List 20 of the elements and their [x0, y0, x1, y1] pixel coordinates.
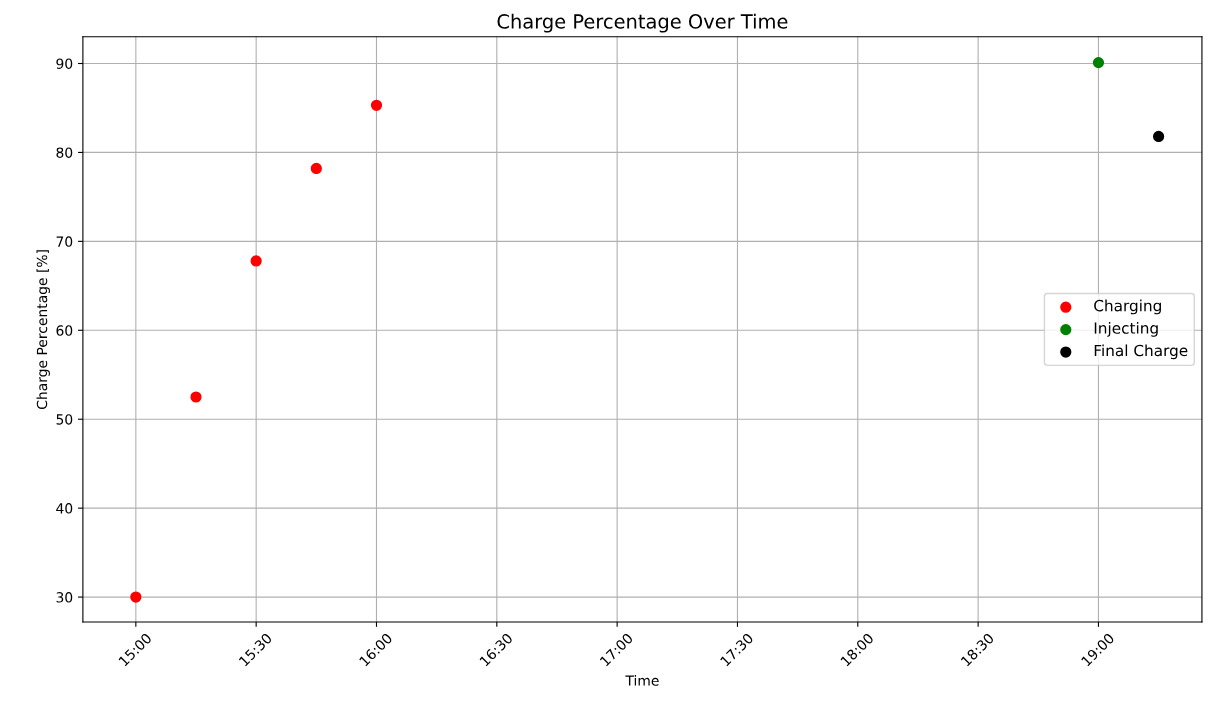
point [250, 255, 262, 267]
y-tick-label: 30 [56, 592, 73, 603]
y-tick-label: 90 [56, 58, 73, 69]
y-axis-title: Charge Percentage [%] [36, 250, 50, 410]
y-tick-label: 70 [56, 236, 73, 247]
y-tick-label: 80 [56, 147, 73, 158]
y-tick-label: 60 [56, 325, 73, 336]
point [1153, 130, 1165, 143]
legend-label: Injecting [1094, 322, 1158, 337]
legend-label: Final Charge [1094, 344, 1188, 360]
chart-title: Charge Percentage Over Time [497, 13, 788, 33]
point [310, 162, 322, 175]
point [190, 391, 202, 403]
y-tick-label: 40 [56, 503, 73, 514]
y-tick-label: 50 [56, 414, 73, 425]
x-axis-title: Time [625, 675, 659, 686]
point [1092, 57, 1105, 69]
point [130, 591, 142, 603]
point [370, 99, 383, 111]
legend-label: Charging [1094, 299, 1161, 315]
